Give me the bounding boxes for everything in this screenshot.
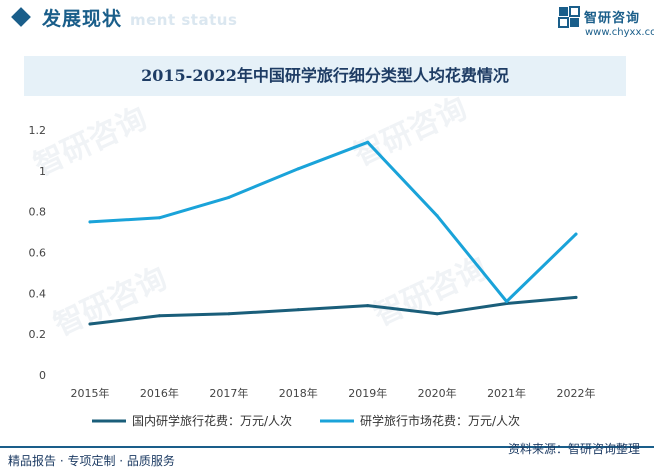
y-tick-label: 1	[39, 165, 46, 178]
y-axis: 0 0.2 0.4 0.6 0.8 1 1.2	[29, 124, 47, 382]
chart-title-bar: 2015-2022年中国研学旅行细分类型人均花费情况	[24, 56, 626, 96]
y-tick-label: 0.8	[29, 206, 47, 219]
y-tick-label: 0.4	[29, 287, 47, 300]
x-tick-label: 2020年	[418, 386, 457, 400]
legend-label-2: 研学旅行市场花费：万元/人次	[360, 413, 520, 428]
data-point	[88, 220, 92, 224]
x-tick-label: 2017年	[209, 386, 248, 400]
legend-label-1: 国内研学旅行花费：万元/人次	[132, 413, 292, 428]
data-point	[366, 304, 370, 308]
series-layer	[88, 140, 578, 326]
data-point	[505, 300, 509, 303]
series-line-2	[88, 140, 578, 303]
x-tick-label: 2022年	[557, 386, 596, 400]
data-point	[574, 232, 578, 236]
footer-tagline: 精品报告 · 专项定制 · 品质服务	[8, 454, 175, 468]
data-point	[227, 195, 231, 199]
brand-logo-icon	[558, 6, 580, 28]
data-point	[435, 312, 439, 316]
data-point	[157, 216, 161, 220]
data-point	[435, 214, 439, 218]
y-tick-label: 0.6	[29, 247, 47, 260]
x-tick-label: 2015年	[71, 386, 110, 400]
watermark: 智研咨询 智研咨询 智研咨询 智研咨询	[29, 96, 493, 343]
footer-divider	[0, 446, 654, 448]
x-tick-label: 2016年	[140, 386, 179, 400]
page-header: ment status 发展现状 智研咨询 www.chyxx.com	[0, 0, 654, 40]
series-line-1	[88, 295, 578, 326]
y-tick-label: 0.2	[29, 328, 47, 341]
brand-url[interactable]: www.chyxx.com	[585, 27, 654, 38]
y-tick-label: 1.2	[29, 124, 47, 137]
x-tick-label: 2018年	[279, 386, 318, 400]
footer-source: 资料来源：智研咨询整理	[507, 442, 640, 456]
x-tick-label: 2021年	[487, 386, 526, 400]
data-point	[296, 167, 300, 171]
data-point	[366, 140, 370, 144]
brand-name[interactable]: 智研咨询	[584, 11, 641, 26]
page-title: 发展现状	[42, 8, 123, 30]
data-point	[88, 322, 92, 326]
data-point	[574, 295, 578, 299]
data-point	[227, 312, 231, 316]
y-tick-label: 0	[39, 369, 46, 382]
chart-title: 2015-2022年中国研学旅行细分类型人均花费情况	[141, 66, 509, 85]
line-chart: 00.20.40.60.811.2 2015年 2016年 2017年 2018年 20…	[29, 124, 596, 428]
header-subtitle: ment status	[130, 11, 238, 29]
legend: 国内研学旅行花费：万元/人次 研学旅行市场花费：万元/人次	[92, 413, 520, 428]
x-axis: 2015年 2016年 2017年 2018年 2019年 2020年 2021年 2022年	[71, 386, 596, 400]
data-point	[157, 314, 161, 318]
x-tick-label: 2019年	[348, 386, 387, 400]
data-point	[296, 308, 300, 312]
